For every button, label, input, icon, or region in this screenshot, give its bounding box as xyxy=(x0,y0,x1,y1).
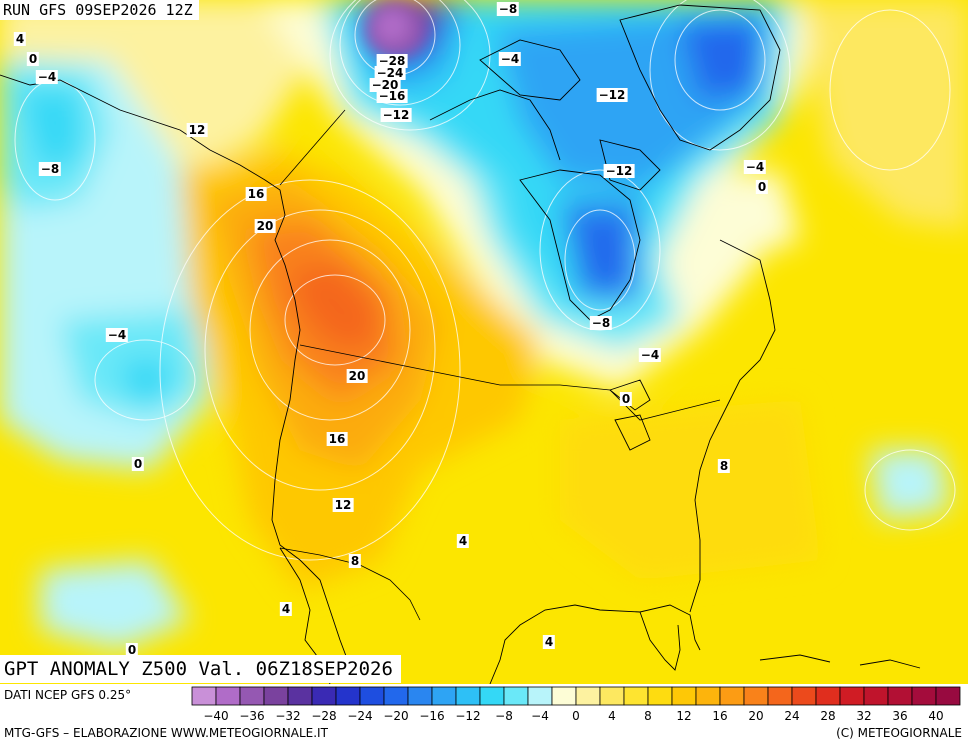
legend-swatch xyxy=(599,686,625,706)
legend-label: −16 xyxy=(419,709,444,723)
label-minus16: −16 xyxy=(376,89,408,103)
label-0-bottomleft: 0 xyxy=(125,643,139,657)
legend-swatch xyxy=(791,686,817,706)
legend-swatch xyxy=(839,686,865,706)
legend-swatch xyxy=(551,686,577,706)
label-minus12-hudson: −12 xyxy=(603,164,635,178)
label-minus28: −28 xyxy=(376,54,408,68)
legend-swatch xyxy=(911,686,937,706)
label-minus8-pacific: −8 xyxy=(38,162,62,176)
legend-label: 12 xyxy=(676,709,691,723)
label-0-lakes: 0 xyxy=(619,392,633,406)
legend-label: −8 xyxy=(495,709,513,723)
legend-label: −20 xyxy=(383,709,408,723)
legend-label: 36 xyxy=(892,709,907,723)
legend-label: 0 xyxy=(572,709,580,723)
legend-label: 32 xyxy=(856,709,871,723)
label-minus4-topleft: −4 xyxy=(35,70,59,84)
legend-label: 24 xyxy=(784,709,799,723)
label-minus12-greenland: −12 xyxy=(596,88,628,102)
legend-swatch xyxy=(767,686,793,706)
polar-vortex-core xyxy=(365,2,425,58)
legend-swatch xyxy=(479,686,505,706)
label-minus12-nw: −12 xyxy=(380,108,412,122)
legend-swatch xyxy=(743,686,769,706)
label-minus4-quebec: −4 xyxy=(638,348,662,362)
legend-label: −28 xyxy=(311,709,336,723)
label-12-west: 12 xyxy=(332,498,354,512)
label-4-mexico: 4 xyxy=(279,602,293,616)
legend-swatch xyxy=(887,686,913,706)
label-minus8-hudson: −8 xyxy=(589,316,613,330)
legend-swatch xyxy=(287,686,313,706)
legend-swatch xyxy=(863,686,889,706)
legend-swatch xyxy=(263,686,289,706)
legend-label: 40 xyxy=(928,709,943,723)
legend-label: 28 xyxy=(820,709,835,723)
label-minus4-east: −4 xyxy=(743,160,767,174)
legend-label: 4 xyxy=(608,709,616,723)
legend-swatch xyxy=(671,686,697,706)
label-0-topleft: 0 xyxy=(26,52,40,66)
elaboration-credit: MTG-GFS – ELABORAZIONE WWW.METEOGIORNALE… xyxy=(4,726,328,740)
label-0-pacific: 0 xyxy=(131,457,145,471)
legend-label: 20 xyxy=(748,709,763,723)
legend-label: −40 xyxy=(203,709,228,723)
legend-label: −36 xyxy=(239,709,264,723)
legend-label: −24 xyxy=(347,709,372,723)
label-16-coast: 16 xyxy=(245,187,267,201)
legend-swatch xyxy=(647,686,673,706)
legend-label: 16 xyxy=(712,709,727,723)
label-4-plains: 4 xyxy=(456,534,470,548)
legend-label: −4 xyxy=(531,709,549,723)
legend-swatch xyxy=(815,686,841,706)
legend-swatch xyxy=(383,686,409,706)
label-minus8-north: −8 xyxy=(496,2,520,16)
legend-label: −12 xyxy=(455,709,480,723)
legend-swatch xyxy=(431,686,457,706)
color-legend: −40 −36 −32 −28 −24 −20 −16 −12 −8 −4 0 4 8 12 16 20 24 2… xyxy=(191,686,961,723)
label-minus20: −20 xyxy=(369,78,401,92)
legend-swatch xyxy=(407,686,433,706)
label-minus4-pacific: −4 xyxy=(105,328,129,342)
legend-swatch xyxy=(935,686,961,706)
legend-swatches xyxy=(191,686,961,706)
label-4-gulf: 4 xyxy=(542,635,556,649)
label-16-west: 16 xyxy=(326,432,348,446)
legend-swatch xyxy=(527,686,553,706)
label-8-southwest: 8 xyxy=(348,554,362,568)
legend-swatch xyxy=(623,686,649,706)
legend-swatch xyxy=(191,686,217,706)
anomaly-map xyxy=(0,0,968,684)
data-source: DATI NCEP GFS 0.25° xyxy=(4,688,132,702)
label-4-topleft: 4 xyxy=(13,32,27,46)
legend-swatch xyxy=(335,686,361,706)
legend-swatch xyxy=(695,686,721,706)
label-20-border: 20 xyxy=(346,369,368,383)
legend-swatch xyxy=(455,686,481,706)
label-20-coast: 20 xyxy=(254,219,276,233)
run-label: RUN GFS 09SEP2026 12Z xyxy=(0,0,199,20)
legend-swatch xyxy=(503,686,529,706)
label-minus4-archipelago: −4 xyxy=(498,52,522,66)
legend-label: 8 xyxy=(644,709,652,723)
legend-label: −32 xyxy=(275,709,300,723)
legend-swatch xyxy=(719,686,745,706)
legend-labels: −40 −36 −32 −28 −24 −20 −16 −12 −8 −4 0 4 8 12 16 20 24 2… xyxy=(203,709,943,723)
label-0-east: 0 xyxy=(755,180,769,194)
label-12-alaska: 12 xyxy=(186,123,208,137)
legend-swatch xyxy=(215,686,241,706)
label-8-east: 8 xyxy=(717,459,731,473)
legend-swatch xyxy=(239,686,265,706)
copyright: (C) METEOGIORNALE xyxy=(836,726,962,740)
coastlines xyxy=(0,4,921,684)
label-minus24: −24 xyxy=(374,66,406,80)
legend-swatch xyxy=(575,686,601,706)
legend-swatch xyxy=(311,686,337,706)
map-title: GPT ANOMALY Z500 Val. 06Z18SEP2026 xyxy=(0,655,401,683)
contour-lines xyxy=(14,0,956,561)
legend-swatch xyxy=(359,686,385,706)
